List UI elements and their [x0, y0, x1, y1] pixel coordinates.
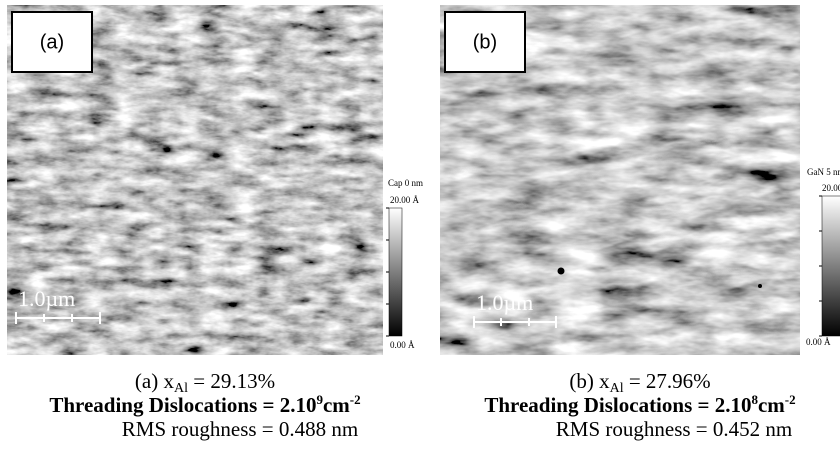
colorbar-ticks [386, 208, 389, 336]
colorbar-min: 0.00 Å [806, 337, 831, 347]
composition-prefix: (b) x [569, 369, 610, 393]
composition-value: = 29.13% [188, 369, 275, 393]
threading-prefix: Threading Dislocations = 2.10 [49, 393, 316, 417]
colorbar [389, 208, 402, 336]
colorbar-title: GaN 5 nm [807, 167, 840, 177]
threading: Threading Dislocations = 2.108cm-2 [484, 392, 795, 417]
roughness: RMS roughness = 0.452 nm [556, 417, 792, 441]
threading-unit-exponent: -2 [350, 392, 361, 407]
pit [558, 268, 565, 275]
panel-label: (b) [473, 31, 497, 53]
colorbar-title: Cap 0 nm [388, 178, 423, 188]
colorbar [822, 196, 840, 336]
composition: (b) xAl = 27.96% [569, 369, 710, 396]
composition: (a) xAl = 29.13% [135, 369, 275, 396]
panel-a: (a) 1.0µm Cap 0 nm 20.00 Å 0.00 Å (a) xA… [7, 5, 423, 441]
composition-value: = 27.96% [624, 369, 711, 393]
threading-unit-exponent: -2 [785, 392, 796, 407]
threading-prefix: Threading Dislocations = 2.10 [484, 393, 751, 417]
colorbar-max: 20.00 Å [390, 195, 420, 205]
roughness: RMS roughness = 0.488 nm [122, 417, 358, 441]
figure: (a) 1.0µm Cap 0 nm 20.00 Å 0.00 Å (a) xA… [0, 0, 840, 457]
threading-unit: cm [323, 393, 350, 417]
threading-unit: cm [758, 393, 785, 417]
scale-bar-label: 1.0µm [18, 286, 75, 311]
threading: Threading Dislocations = 2.109cm-2 [49, 392, 360, 417]
colorbar-ticks [819, 196, 822, 336]
panel-b: (b) 1.0µm GaN 5 nm 20.00 Å 0.00 Å (b) xA… [440, 5, 840, 441]
panel-label: (a) [40, 31, 64, 53]
colorbar-min: 0.00 Å [390, 340, 415, 350]
scale-bar-label: 1.0µm [476, 290, 533, 315]
composition-prefix: (a) x [135, 369, 175, 393]
colorbar-max: 20.00 Å [822, 183, 840, 193]
pit [758, 284, 762, 288]
